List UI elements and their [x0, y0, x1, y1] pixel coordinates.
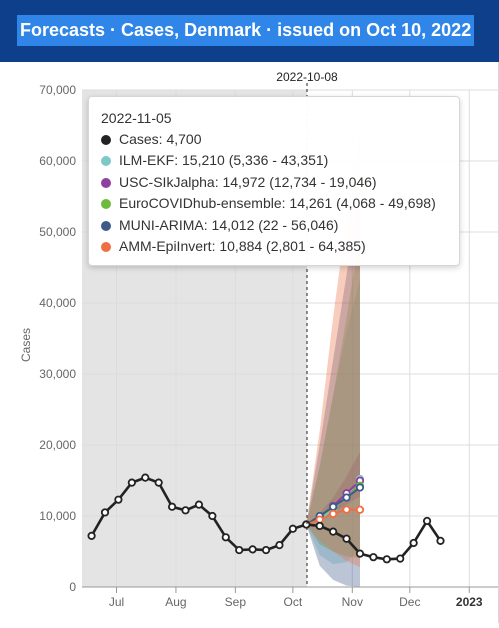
point-amm-epiinvert: [315, 515, 324, 524]
point-amm-epiinvert: [342, 505, 351, 514]
cases-point: [422, 516, 432, 526]
x-axis: Jul Aug Sep Oct Nov Dec 2023: [82, 586, 498, 609]
tooltip-date: 2022-11-05: [101, 110, 172, 126]
hover-tooltip: 2022-11-05 Cases: 4,700 ILM-EKF: 15,210 …: [88, 96, 460, 266]
y-axis: 0 10,000 20,000 30,000 40,000 50,000 60,000 70,…: [39, 83, 76, 594]
tooltip-row-ilm-ekf: ILM-EKF: 15,210 (5,336 - 43,351): [101, 150, 459, 171]
cases-point: [208, 511, 217, 521]
cases-point: [248, 545, 257, 554]
tooltip-label: USC-SIkJalpha: 14,972 (12,734 - 19,046): [119, 173, 377, 190]
cases-point: [302, 520, 311, 529]
y-tick-label: 10,000: [39, 509, 76, 523]
legend-dot-icon: [101, 241, 111, 252]
cases-line: [87, 473, 445, 564]
cases-point: [194, 500, 204, 509]
tooltip-label: AMM-EpiInvert: 10,884 (2,801 - 64,385): [119, 237, 366, 254]
tooltip-label: MUNI-ARIMA: 14,012 (22 - 56,046): [119, 216, 339, 233]
point-muni-arima: [342, 493, 351, 502]
tooltip-row-amm-epiinvert: AMM-EpiInvert: 10,884 (2,801 - 64,385): [101, 236, 459, 257]
band-muni-arima: [306, 189, 360, 587]
cases-point: [409, 538, 418, 548]
forecast-bands: [306, 129, 360, 587]
cases-point: [288, 524, 297, 533]
cases-point: [141, 473, 150, 482]
cases-point: [382, 555, 391, 564]
x-tick-label: Sep: [225, 595, 247, 609]
y-tick-label: 30,000: [39, 367, 76, 381]
cases-point: [315, 521, 324, 531]
cases-point: [181, 506, 190, 515]
legend-dot-icon: [101, 156, 111, 167]
tooltip-label: Cases: 4,700: [119, 131, 202, 147]
point-muni-arima: [329, 502, 338, 511]
cases-point: [168, 502, 177, 511]
cases-point: [114, 495, 123, 504]
cases-point: [342, 534, 351, 543]
cases-point: [355, 549, 365, 558]
forecast-date-label: 2022-10-08: [276, 70, 338, 84]
point-amm-epiinvert: [355, 505, 365, 514]
cases-point: [329, 527, 338, 536]
cases-point: [396, 554, 405, 563]
cases-point: [275, 541, 284, 550]
band-eurocovidhub-ensemble: [306, 234, 360, 559]
x-tick-label: Nov: [342, 595, 363, 609]
y-axis-title: Cases: [19, 328, 33, 362]
header-bar: Forecasts · Cases, Denmark · issued on O…: [0, 0, 499, 62]
cases-point: [369, 553, 378, 562]
point-amm-epiinvert: [329, 509, 338, 518]
y-tick-label: 50,000: [39, 225, 76, 239]
cases-point: [127, 478, 136, 487]
point-muni-arima: [355, 483, 365, 492]
tooltip-row-ensemble: EuroCOVIDhub-ensemble: 14,261 (4,068 - 4…: [101, 193, 459, 214]
tooltip-row-cases: Cases: 4,700: [101, 129, 459, 150]
tooltip-row-usc-sikjalpha: USC-SIkJalpha: 14,972 (12,734 - 19,046): [101, 172, 459, 193]
y-tick-label: 60,000: [39, 154, 76, 168]
legend-dot-icon: [101, 199, 111, 210]
y-tick-label: 20,000: [39, 438, 76, 452]
y-tick-label: 40,000: [39, 296, 76, 310]
x-tick-label: Aug: [165, 595, 186, 609]
page-title: Forecasts · Cases, Denmark · issued on O…: [17, 15, 475, 46]
x-tick-label: Jul: [109, 595, 124, 609]
legend-dot-icon: [101, 177, 111, 188]
x-tick-label: Oct: [284, 595, 303, 609]
tooltip-label: EuroCOVIDhub-ensemble: 14,261 (4,068 - 4…: [119, 195, 436, 212]
x-tick-label: 2023: [456, 595, 483, 609]
y-tick-label: 70,000: [39, 83, 76, 97]
cases-point: [100, 508, 110, 517]
cases-point: [221, 533, 230, 542]
x-tick-label: Dec: [399, 595, 420, 609]
cases-point: [87, 531, 96, 540]
legend-dot-icon: [101, 220, 111, 231]
legend-dot-icon: [101, 135, 111, 145]
cases-point: [235, 545, 244, 555]
cases-point: [261, 545, 271, 555]
cases-point: [154, 478, 163, 487]
y-tick-label: 0: [69, 580, 76, 594]
cases-point: [436, 536, 445, 545]
tooltip-row-muni-arima: MUNI-ARIMA: 14,012 (22 - 56,046): [101, 215, 459, 236]
tooltip-label: ILM-EKF: 15,210 (5,336 - 43,351): [119, 152, 329, 169]
